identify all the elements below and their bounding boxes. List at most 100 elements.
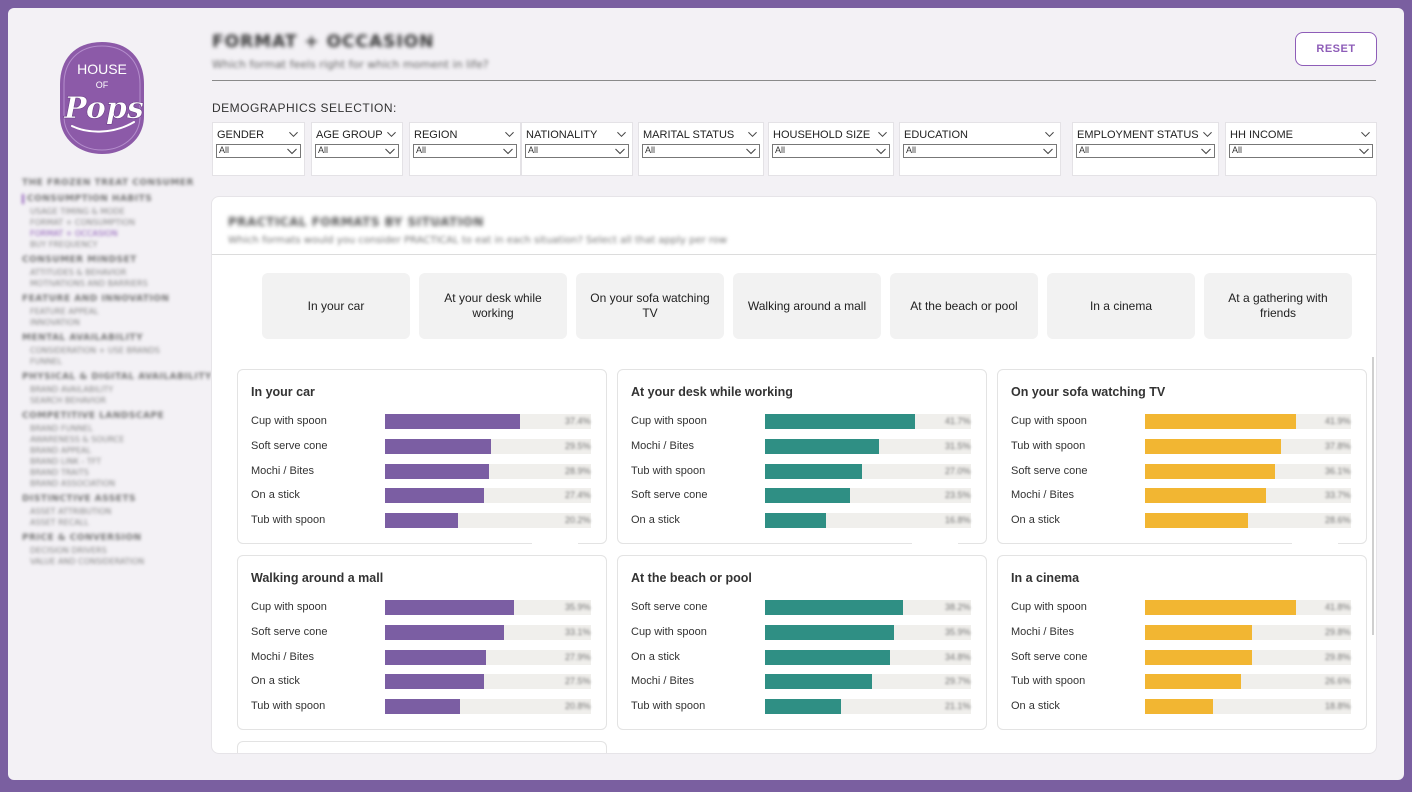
bar[interactable] [1145, 624, 1253, 640]
chevron-down-icon[interactable] [289, 130, 298, 139]
bar-category-label: Cup with spoon [631, 625, 707, 638]
sidebar-item[interactable]: AWARENESS & SOURCE [30, 435, 125, 444]
bar[interactable] [385, 600, 515, 615]
bar-category-label: On a stick [251, 489, 300, 502]
sidebar-section[interactable]: DISTINCTIVE ASSETS [22, 494, 136, 504]
bar[interactable] [765, 649, 891, 665]
chevron-down-icon[interactable] [1203, 130, 1212, 139]
bar[interactable] [385, 699, 460, 715]
sidebar-item[interactable]: FORMAT + CONSUMPTION [30, 218, 135, 227]
sidebar-item[interactable]: FEATURE APPEAL [30, 307, 99, 316]
sidebar-item[interactable]: FORMAT + OCCASION [30, 229, 118, 238]
bar[interactable] [1145, 674, 1241, 690]
slicer-dropdown[interactable]: All [642, 144, 760, 158]
sidebar-section[interactable]: MENTAL AVAILABILITY [22, 333, 144, 343]
slicer-dropdown[interactable]: All [216, 144, 301, 158]
bar[interactable] [385, 513, 458, 529]
sidebar-item[interactable]: DECISION DRIVERS [30, 546, 107, 555]
bar-value-label: 16.8% [945, 515, 971, 526]
bar-track [1145, 463, 1351, 479]
situation-button[interactable]: Walking around a mall [733, 273, 881, 339]
sidebar-item[interactable]: USAGE TIMING & MODE [30, 207, 125, 216]
reset-button[interactable]: RESET [1295, 32, 1377, 66]
sidebar-item[interactable]: BRAND APPEAL [30, 446, 91, 455]
slicer-label: EDUCATION [904, 129, 968, 141]
chevron-down-icon[interactable] [1045, 130, 1054, 139]
bar[interactable] [765, 624, 895, 640]
sidebar-item[interactable]: FUNNEL [30, 357, 62, 366]
chevron-down-icon[interactable] [1361, 130, 1370, 139]
bar[interactable] [765, 414, 916, 429]
bar[interactable] [385, 414, 520, 429]
sidebar-item[interactable]: BUY FREQUENCY [30, 240, 98, 249]
bar[interactable] [385, 624, 505, 640]
bar[interactable] [765, 600, 903, 615]
slicer-dropdown[interactable]: All [903, 144, 1057, 158]
bar[interactable] [765, 438, 879, 454]
sidebar-item[interactable]: BRAND AVAILABILITY [30, 385, 114, 394]
slicer-education: EDUCATION All [899, 122, 1061, 176]
slicer-dropdown[interactable]: All [1229, 144, 1373, 158]
bar[interactable] [1145, 463, 1276, 479]
bar[interactable] [385, 463, 490, 479]
situation-button[interactable]: In your car [262, 273, 410, 339]
slicer-dropdown[interactable]: All [772, 144, 890, 158]
situation-button[interactable]: At the beach or pool [890, 273, 1038, 339]
bar[interactable] [385, 649, 486, 665]
slicer-label: GENDER [217, 129, 265, 141]
chevron-down-icon[interactable] [505, 130, 514, 139]
sidebar-item[interactable]: ASSET ATTRIBUTION [30, 507, 112, 516]
sidebar-item[interactable]: BRAND ASSOCIATION [30, 479, 116, 488]
bar[interactable] [765, 488, 850, 504]
slicer-dropdown[interactable]: All [413, 144, 517, 158]
situation-button[interactable]: In a cinema [1047, 273, 1195, 339]
chevron-down-icon[interactable] [878, 130, 887, 139]
sidebar-section[interactable]: PRICE & CONVERSION [22, 533, 142, 543]
sidebar-item[interactable]: ASSET RECALL [30, 518, 89, 527]
bar[interactable] [1145, 649, 1253, 665]
sidebar-section[interactable]: PHYSICAL & DIGITAL AVAILABILITY [22, 372, 212, 382]
sidebar-section[interactable]: CONSUMER MINDSET [22, 255, 137, 265]
bar-category-label: Tub with spoon [251, 514, 326, 527]
sidebar-item[interactable]: BRAND LINK - TFT [30, 457, 102, 466]
sidebar-section[interactable]: FEATURE AND INNOVATION [22, 294, 170, 304]
bar[interactable] [1145, 414, 1297, 429]
chevron-down-icon[interactable] [617, 130, 626, 139]
situation-button[interactable]: On your sofa watching TV [576, 273, 724, 339]
situation-button[interactable]: At your desk while working [419, 273, 567, 339]
bar[interactable] [385, 674, 485, 690]
sidebar-item[interactable]: VALUE AND CONSIDERATION [30, 557, 145, 566]
bar[interactable] [1145, 488, 1267, 504]
chart-card: At the beach or pool Soft serve cone 38.2%… [617, 555, 987, 730]
slicer-dropdown[interactable]: All [1076, 144, 1215, 158]
slicer-label: REGION [414, 129, 458, 141]
bar[interactable] [385, 438, 492, 454]
bar[interactable] [765, 699, 842, 715]
bar[interactable] [1145, 513, 1249, 529]
bar[interactable] [765, 463, 863, 479]
bar[interactable] [765, 674, 873, 690]
house-of-pops-logo[interactable]: HOUSE OF Pops [54, 40, 150, 156]
sidebar-item[interactable]: CONSIDERATION + USE BRANDS [30, 346, 160, 355]
sidebar-item[interactable]: BRAND TRAITS [30, 468, 89, 477]
bar[interactable] [1145, 600, 1296, 615]
chevron-down-icon[interactable] [748, 130, 757, 139]
bar[interactable] [765, 513, 826, 529]
situation-button[interactable]: At a gathering with friends [1204, 273, 1352, 339]
slicer-dropdown[interactable]: All [525, 144, 629, 158]
sidebar-section[interactable]: CONSUMPTION HABITS [22, 194, 208, 204]
sidebar-item[interactable]: BRAND FUNNEL [30, 424, 93, 433]
panel-scrollbar[interactable] [1372, 357, 1374, 635]
chevron-down-icon[interactable] [387, 130, 396, 139]
sidebar-item[interactable]: SEARCH BEHAVIOR [30, 396, 107, 405]
bar-category-label: Cup with spoon [1011, 415, 1087, 427]
sidebar-section[interactable]: THE FROZEN TREAT CONSUMER [22, 178, 194, 188]
slicer-dropdown[interactable]: All [315, 144, 399, 158]
sidebar-section[interactable]: COMPETITIVE LANDSCAPE [22, 411, 165, 421]
sidebar-item[interactable]: ATTITUDES & BEHAVIOR [30, 268, 127, 277]
sidebar-item[interactable]: INNOVATION [30, 318, 80, 327]
sidebar-item[interactable]: MOTIVATIONS AND BARRIERS [30, 279, 148, 288]
bar[interactable] [1145, 699, 1213, 715]
bar[interactable] [385, 488, 484, 504]
bar[interactable] [1145, 438, 1282, 454]
